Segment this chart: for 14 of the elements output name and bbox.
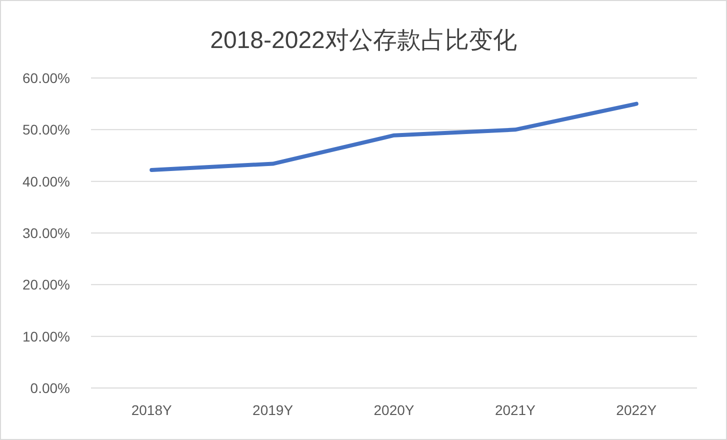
x-tick-label: 2021Y bbox=[494, 402, 536, 418]
y-tick-label: 10.00% bbox=[22, 328, 70, 344]
y-tick-label: 40.00% bbox=[22, 173, 70, 190]
line-series bbox=[150, 102, 638, 172]
y-tick-label: 50.00% bbox=[22, 122, 70, 138]
x-tick-label: 2019Y bbox=[252, 402, 294, 418]
x-tick-label: 2018Y bbox=[131, 402, 172, 418]
chart-title: 2018-2022对公存款占比变化 bbox=[210, 27, 517, 54]
x-tick-label: 2020Y bbox=[374, 402, 415, 418]
y-tick-label: 30.00% bbox=[22, 225, 70, 241]
y-tick-label: 0.00% bbox=[30, 380, 70, 396]
y-tick-label: 20.00% bbox=[22, 276, 70, 293]
x-tick-label: 2022Y bbox=[616, 402, 658, 418]
y-tick-label: 60.00% bbox=[22, 70, 70, 86]
